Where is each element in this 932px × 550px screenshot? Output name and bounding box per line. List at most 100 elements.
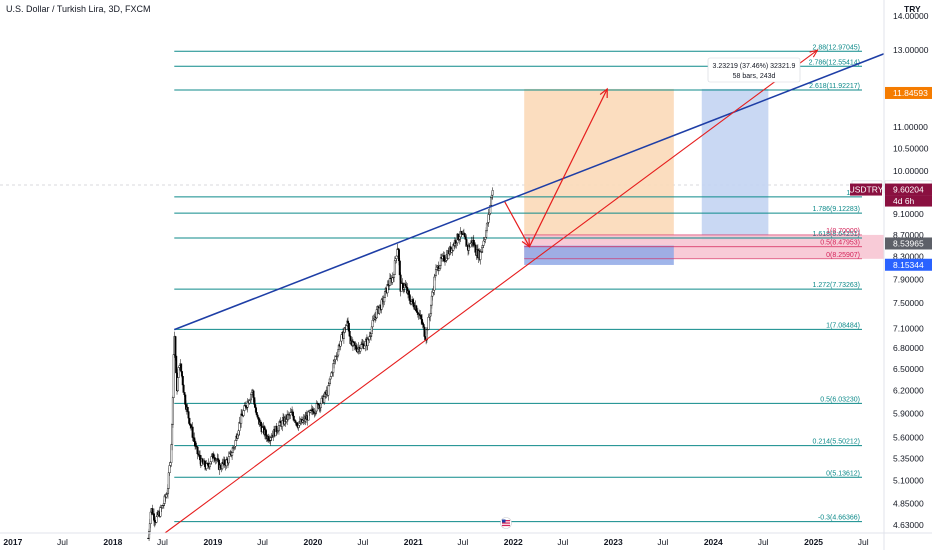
projection-arrows-layer [504,87,608,248]
trendline-arrowhead [809,49,819,58]
candle-body [209,461,212,465]
candle-body [411,299,414,303]
candle-body [234,440,237,447]
fib-label: 0(8.25907) [826,252,860,259]
candle-body [347,320,350,324]
measure-layer: 3.23219 (37.46%) 32321.9 58 bars, 243d [707,57,801,83]
candle-body [490,194,493,198]
candle-body [210,456,213,462]
candle-body [219,464,222,469]
candle-body [207,463,210,466]
candle-body [236,434,239,439]
candle-body [168,465,171,474]
candle-body [279,420,282,424]
trendlines-layer [164,49,885,534]
candle-body [296,422,299,426]
x-tick-label: 2019 [203,537,222,547]
candle-body [388,277,391,286]
candle-body [481,245,484,249]
candle-body [217,458,220,461]
candle-body [175,355,178,374]
candle-body [383,297,386,303]
candle-body [429,313,432,317]
candle-body [315,403,318,412]
zone-blue-band [524,245,674,265]
price-tag-value: 9.60204 [893,185,924,195]
fib-label: 2.786(12.55414) [809,59,860,66]
candle-body [252,390,255,398]
candle-body [171,397,174,425]
candle-body [443,255,446,262]
projection-arrowhead [599,87,608,98]
y-tick-label: 10.00000 [893,166,929,176]
y-tick-label: 4.63000 [893,520,924,530]
candle-body [474,244,477,253]
candle-body [264,429,267,436]
y-tick-label: 14.00000 [893,11,929,21]
candle-body [482,240,485,246]
candle-body [469,243,472,248]
fib-label: 2.88(12.97045) [813,44,860,51]
x-tick-label: Jul [157,537,168,547]
candle-body [430,304,433,314]
time-axis[interactable]: 2017 Jul 2018 Jul 2019 Jul 2020 Jul 2021 Jul 2022 J… [3,537,868,547]
fib-label: 0.5(6.03230) [820,396,860,403]
candle-body [439,265,442,269]
candle-body [256,414,259,418]
candle-body [237,430,240,436]
candle-body [250,394,253,400]
y-tick-label: 11.00000 [893,122,928,132]
candle-body [329,376,332,380]
candle-body [394,258,397,261]
candle-body [463,233,466,237]
candle-body [340,334,343,342]
x-tick-label: Jul [657,537,668,547]
fib-label: -0.3(4.66366) [818,515,860,522]
candles-layer [147,187,494,542]
candle-body [415,305,418,312]
candle-body [405,285,408,288]
price-tag-value: 8.15344 [893,260,924,270]
candle-body [231,452,234,456]
candle-body [393,274,396,278]
candle-body [249,398,252,401]
candle-body [203,460,206,467]
x-tick-label: 2023 [604,537,623,547]
y-tick-label: 5.10000 [893,476,924,486]
candle-body [240,413,243,416]
y-tick-label: 4.85000 [893,499,924,509]
candle-body [441,256,444,259]
candle-body [320,398,323,405]
candle-body [166,488,169,495]
candle-body [196,446,199,455]
candle-body [319,403,322,408]
candle-body [227,456,230,464]
x-tick-label: 2020 [303,537,322,547]
candle-body [291,411,294,417]
candle-body [404,283,407,287]
candle-body [410,301,413,305]
candle-body [153,513,156,521]
x-tick-label: 2018 [103,537,122,547]
candle-body [479,251,482,260]
candle-body [199,454,202,461]
candle-body [375,309,378,319]
candle-body [384,291,387,298]
candle-body [364,340,367,347]
candle-body [301,419,304,423]
candle-body [418,313,421,316]
candle-body [397,249,400,262]
candle-body [231,447,234,453]
candle-body [174,336,177,357]
price-tag-caption-bg [850,183,882,196]
price-axis[interactable]: 4.63000 4.85000 5.10000 5.35000 5.60000 5.900… [893,11,929,530]
candle-body [228,453,231,457]
candle-body [378,307,381,314]
flag-icon[interactable] [500,517,512,529]
y-tick-label: 7.10000 [893,323,924,333]
y-tick-label: 6.50000 [893,364,924,374]
candle-body [328,378,331,384]
candle-body [253,397,256,405]
fib-label: 1.618(8.64251) [813,231,860,238]
